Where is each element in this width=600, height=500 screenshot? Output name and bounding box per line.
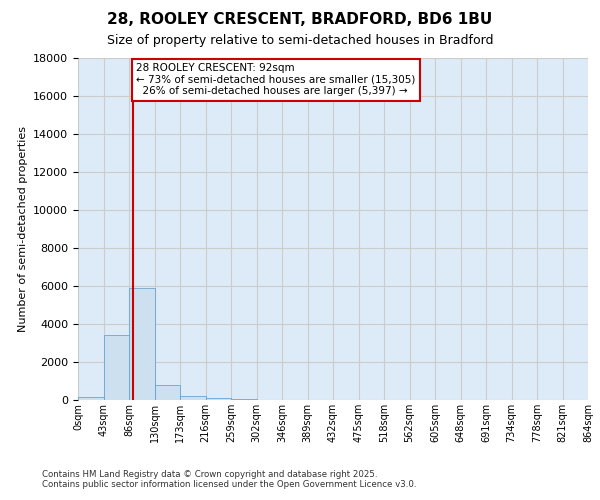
Bar	[155, 385, 180, 400]
Bar	[180, 396, 205, 400]
Text: Size of property relative to semi-detached houses in Bradford: Size of property relative to semi-detach…	[107, 34, 493, 47]
Y-axis label: Number of semi-detached properties: Number of semi-detached properties	[17, 126, 28, 332]
Text: 28, ROOLEY CRESCENT, BRADFORD, BD6 1BU: 28, ROOLEY CRESCENT, BRADFORD, BD6 1BU	[107, 12, 493, 28]
Text: 28 ROOLEY CRESCENT: 92sqm
← 73% of semi-detached houses are smaller (15,305)
  2: 28 ROOLEY CRESCENT: 92sqm ← 73% of semi-…	[136, 63, 416, 96]
Bar	[205, 398, 231, 400]
Bar	[231, 399, 257, 400]
Text: Contains HM Land Registry data © Crown copyright and database right 2025.
Contai: Contains HM Land Registry data © Crown c…	[42, 470, 416, 489]
Bar	[129, 288, 155, 400]
Bar	[78, 397, 104, 400]
Bar	[104, 336, 129, 400]
